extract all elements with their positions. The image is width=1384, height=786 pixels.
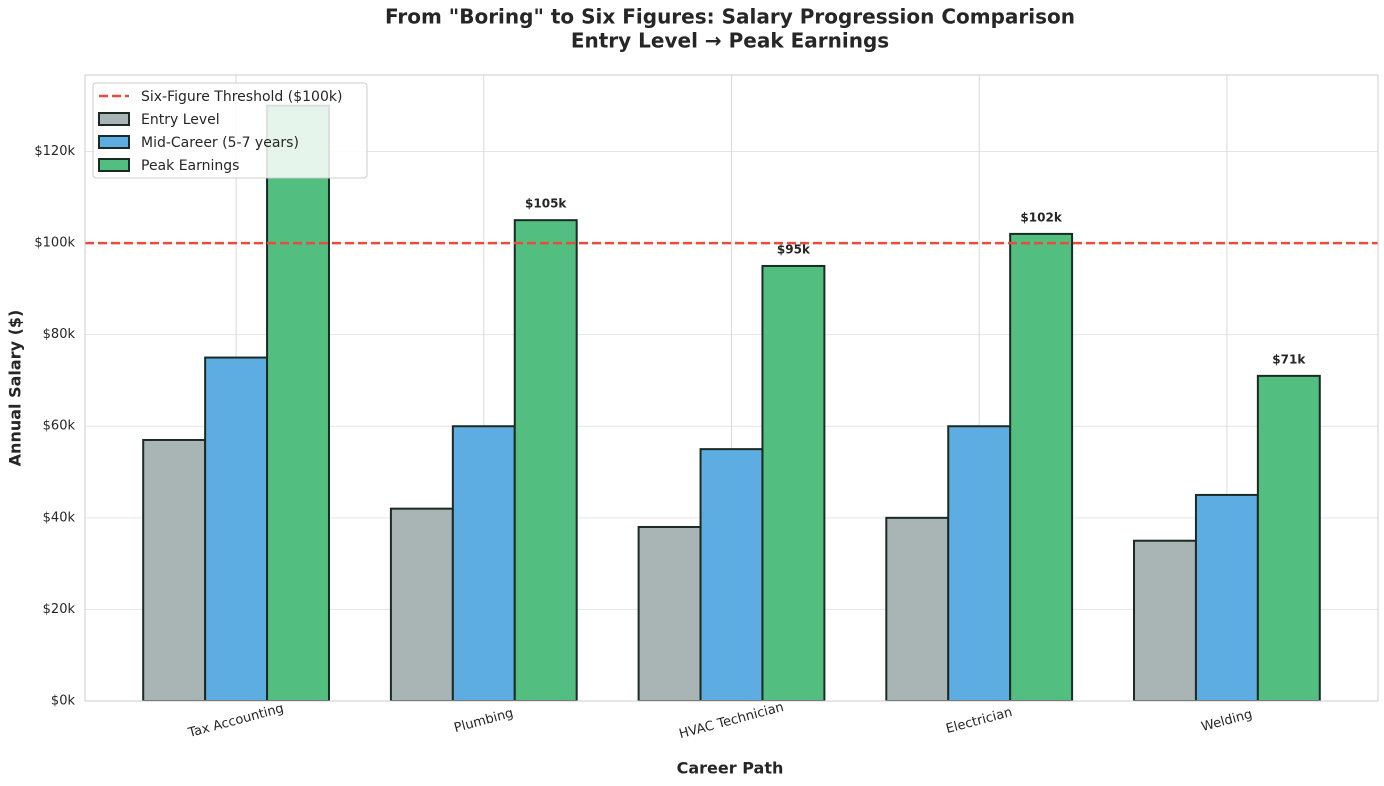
x-tick-label: Electrician: [944, 705, 1014, 737]
legend-label: Peak Earnings: [141, 158, 239, 174]
chart-title: From "Boring" to Six Figures: Salary Pro…: [385, 5, 1075, 29]
chart-subtitle: Entry Level → Peak Earnings: [571, 29, 889, 53]
value-label: $95k: [777, 242, 811, 256]
bar: [204, 356, 269, 701]
legend-box: [92, 82, 368, 179]
y-axis-label: Annual Salary ($): [6, 310, 25, 467]
x-tick-label: Welding: [1200, 707, 1254, 735]
plot-frame: [84, 74, 1379, 702]
y-tick-label: $80k: [43, 327, 76, 342]
legend-label: Entry Level: [141, 112, 220, 128]
x-tick-label: Plumbing: [453, 706, 516, 736]
bar: [513, 219, 578, 701]
x-axis-label: Career Path: [677, 759, 784, 778]
legend-label: Six-Figure Threshold ($100k): [141, 89, 342, 105]
y-tick-label: $120k: [34, 144, 75, 159]
legend-swatch: [98, 135, 130, 149]
bars: [142, 104, 1321, 701]
y-tick-label: $60k: [43, 419, 76, 434]
y-tick-label: $100k: [34, 236, 75, 251]
legend-swatch: [98, 158, 130, 172]
bar: [761, 264, 826, 701]
legend-swatch: [98, 112, 130, 126]
y-tick-label: $40k: [43, 510, 76, 525]
bar: [1133, 539, 1197, 701]
bar: [1256, 374, 1321, 701]
bar: [266, 104, 330, 701]
value-label: $71k: [1272, 352, 1306, 366]
x-tick-label: Tax Accounting: [186, 701, 286, 741]
value-label: $105k: [525, 197, 567, 211]
x-tick-label: HVAC Technician: [678, 700, 786, 742]
bar: [947, 425, 1012, 701]
bar: [699, 448, 764, 701]
bar: [885, 516, 950, 701]
y-tick-label: $20k: [43, 602, 76, 617]
legend-label: Mid-Career (5-7 years): [141, 135, 299, 151]
bar: [389, 507, 454, 701]
bar: [1009, 232, 1074, 701]
value-label: $102k: [1020, 210, 1062, 224]
bar: [637, 525, 702, 701]
y-tick-label: $0k: [51, 694, 76, 709]
bar: [142, 438, 207, 701]
bar: [1194, 493, 1259, 701]
bar: [451, 425, 516, 701]
